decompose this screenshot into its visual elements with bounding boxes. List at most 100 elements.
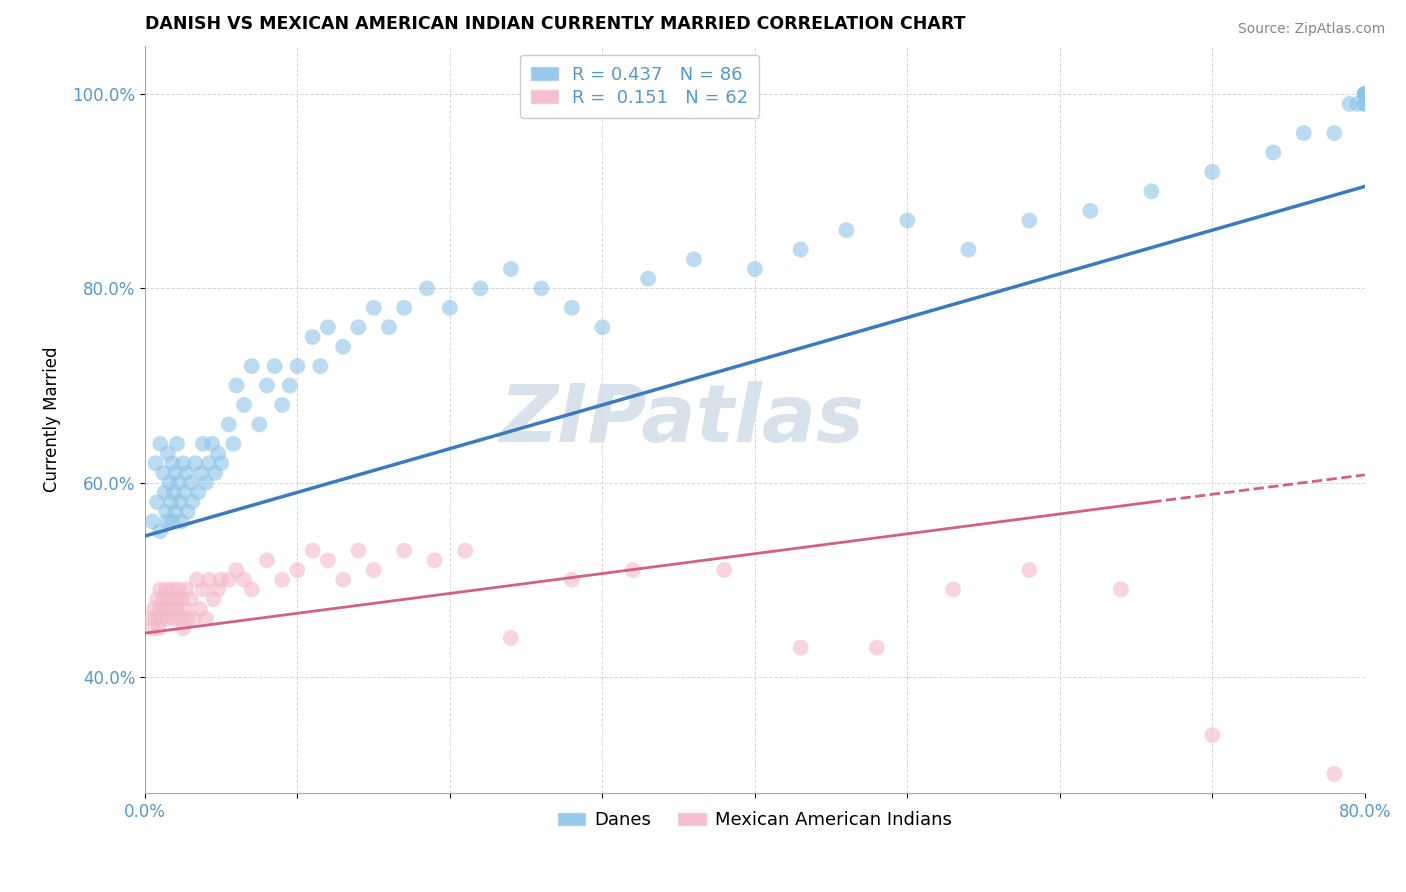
Point bbox=[1323, 126, 1346, 140]
Point bbox=[209, 456, 232, 470]
Point bbox=[561, 573, 583, 587]
Point bbox=[1354, 87, 1376, 102]
Point bbox=[165, 505, 187, 519]
Text: ZIPatlas: ZIPatlas bbox=[499, 381, 865, 458]
Point bbox=[363, 563, 385, 577]
Point bbox=[160, 495, 183, 509]
Point bbox=[163, 485, 186, 500]
Point bbox=[1140, 184, 1163, 198]
Point bbox=[157, 475, 180, 490]
Point bbox=[1018, 213, 1040, 227]
Point bbox=[1346, 97, 1368, 112]
Point bbox=[149, 602, 172, 616]
Point bbox=[1354, 87, 1376, 102]
Point bbox=[148, 621, 170, 635]
Point bbox=[201, 437, 224, 451]
Point bbox=[316, 553, 339, 567]
Point bbox=[637, 271, 659, 285]
Point bbox=[1354, 87, 1376, 102]
Point bbox=[363, 301, 385, 315]
Point bbox=[316, 320, 339, 334]
Point bbox=[439, 301, 461, 315]
Point bbox=[957, 243, 980, 257]
Point bbox=[1354, 97, 1376, 112]
Point bbox=[263, 359, 285, 373]
Point bbox=[392, 543, 415, 558]
Point bbox=[240, 359, 263, 373]
Point bbox=[561, 301, 583, 315]
Point bbox=[172, 621, 194, 635]
Point bbox=[187, 485, 209, 500]
Point bbox=[184, 456, 207, 470]
Point bbox=[222, 437, 245, 451]
Point bbox=[194, 475, 217, 490]
Point bbox=[378, 320, 401, 334]
Point bbox=[162, 515, 184, 529]
Point bbox=[167, 475, 190, 490]
Point bbox=[204, 466, 226, 480]
Point bbox=[499, 631, 522, 645]
Point bbox=[287, 359, 309, 373]
Point bbox=[165, 592, 187, 607]
Point bbox=[169, 495, 191, 509]
Point bbox=[149, 524, 172, 538]
Point bbox=[190, 466, 212, 480]
Point bbox=[209, 573, 232, 587]
Point bbox=[1339, 97, 1361, 112]
Point bbox=[1354, 97, 1376, 112]
Point bbox=[225, 563, 247, 577]
Point bbox=[866, 640, 889, 655]
Point bbox=[278, 378, 301, 392]
Point bbox=[180, 475, 202, 490]
Point bbox=[256, 553, 278, 567]
Point bbox=[1078, 203, 1101, 218]
Point bbox=[163, 611, 186, 625]
Point bbox=[1263, 145, 1285, 160]
Point bbox=[149, 437, 172, 451]
Point bbox=[142, 515, 165, 529]
Point bbox=[152, 592, 174, 607]
Point bbox=[167, 582, 190, 597]
Point bbox=[499, 262, 522, 277]
Point bbox=[174, 582, 197, 597]
Point bbox=[139, 611, 162, 625]
Point bbox=[1292, 126, 1315, 140]
Point bbox=[191, 582, 214, 597]
Point bbox=[183, 611, 205, 625]
Point bbox=[1109, 582, 1132, 597]
Point bbox=[218, 417, 240, 432]
Point bbox=[176, 505, 198, 519]
Point bbox=[170, 515, 193, 529]
Point bbox=[271, 573, 294, 587]
Point bbox=[186, 573, 208, 587]
Point bbox=[153, 602, 176, 616]
Point bbox=[166, 437, 188, 451]
Point bbox=[170, 592, 193, 607]
Point bbox=[146, 592, 169, 607]
Point bbox=[1323, 767, 1346, 781]
Point bbox=[332, 340, 354, 354]
Point bbox=[162, 456, 184, 470]
Point bbox=[271, 398, 294, 412]
Point bbox=[621, 563, 644, 577]
Legend: Danes, Mexican American Indians: Danes, Mexican American Indians bbox=[551, 805, 959, 837]
Point bbox=[156, 446, 179, 460]
Point bbox=[202, 592, 225, 607]
Point bbox=[591, 320, 613, 334]
Point bbox=[1354, 87, 1376, 102]
Point bbox=[744, 262, 766, 277]
Point bbox=[150, 611, 173, 625]
Text: DANISH VS MEXICAN AMERICAN INDIAN CURRENTLY MARRIED CORRELATION CHART: DANISH VS MEXICAN AMERICAN INDIAN CURREN… bbox=[145, 15, 966, 33]
Point bbox=[160, 602, 183, 616]
Point bbox=[191, 437, 214, 451]
Point bbox=[789, 640, 811, 655]
Point bbox=[181, 495, 204, 509]
Point bbox=[247, 417, 270, 432]
Point bbox=[188, 602, 211, 616]
Point bbox=[392, 301, 415, 315]
Point bbox=[145, 611, 167, 625]
Point bbox=[157, 592, 180, 607]
Point bbox=[180, 592, 202, 607]
Point bbox=[332, 573, 354, 587]
Point bbox=[301, 543, 323, 558]
